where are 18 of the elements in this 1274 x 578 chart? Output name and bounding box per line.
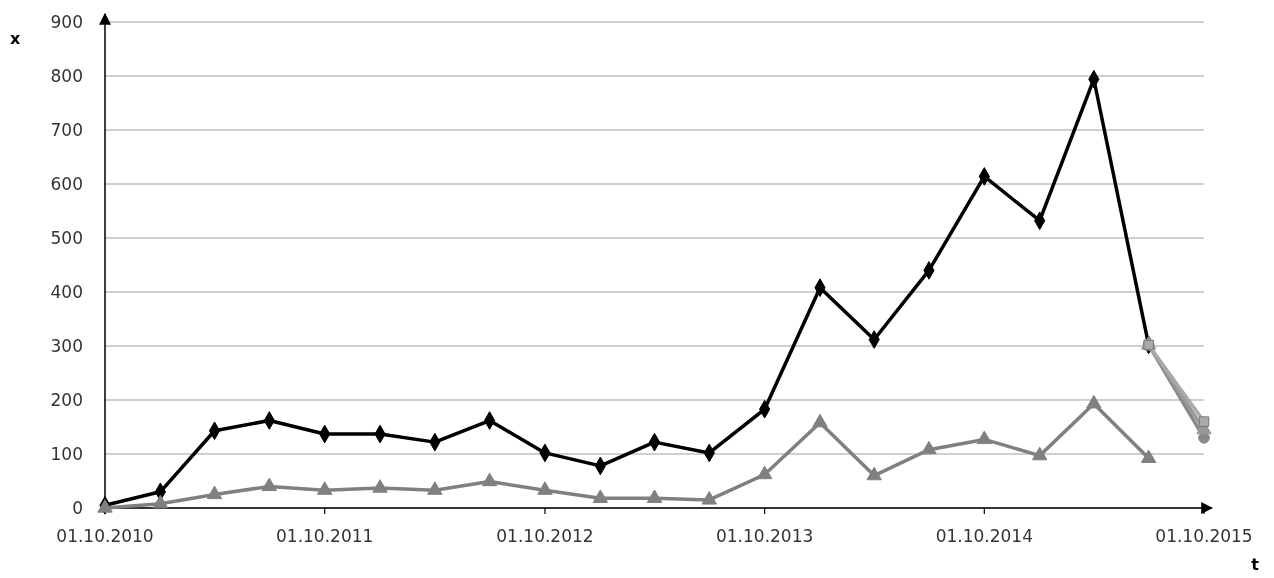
x-tick-label: 01.10.2011 (276, 526, 374, 546)
x-tick-label: 01.10.2010 (56, 526, 154, 546)
x-tick-label: 01.10.2012 (496, 526, 594, 546)
x-tick-label: 01.10.2015 (1155, 526, 1253, 546)
x-axis-title: t (1251, 555, 1260, 574)
x-tick-label: 01.10.2013 (715, 526, 814, 546)
y-tick-label: 800 (50, 66, 83, 86)
y-tick-label: 400 (50, 282, 83, 302)
y-tick-label: 500 (50, 228, 83, 248)
y-axis-title: x (10, 29, 21, 48)
y-tick-label: 700 (50, 120, 83, 140)
y-tick-label: 200 (50, 390, 83, 410)
y-tick-label: 900 (50, 12, 83, 32)
x-tick-label: 01.10.2014 (935, 526, 1033, 546)
y-tick-label: 600 (50, 174, 83, 194)
y-tick-label: 300 (50, 336, 83, 356)
y-tick-label: 100 (50, 444, 83, 464)
y-tick-label: 0 (72, 498, 83, 518)
